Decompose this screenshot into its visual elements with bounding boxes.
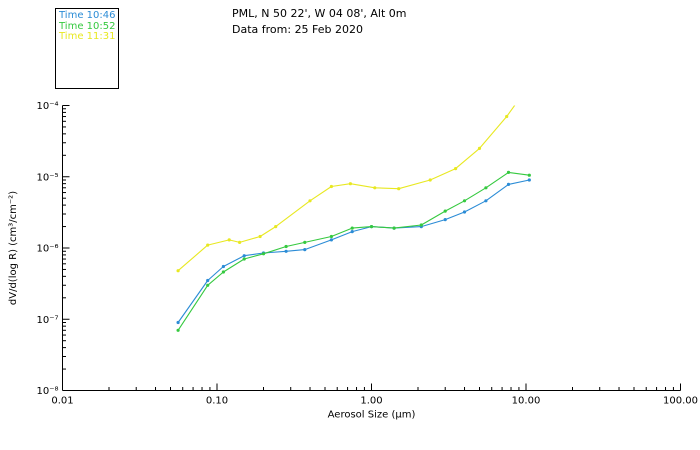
series-marker [329, 238, 333, 242]
series-marker [274, 225, 278, 229]
series-marker [477, 146, 482, 150]
series-marker [221, 264, 225, 269]
series-marker [515, 101, 518, 104]
y-tick-label: 10⁻⁴ [36, 101, 58, 112]
series-marker [350, 226, 354, 230]
x-tick-label: 10.00 [512, 396, 541, 407]
series-marker [329, 234, 333, 239]
series-marker [242, 254, 246, 258]
series-marker [348, 182, 352, 186]
series-marker [506, 170, 511, 174]
series-marker [238, 240, 242, 244]
series-line-1 [177, 171, 530, 331]
legend-entry-time-1131: Time 11:31 [59, 31, 116, 42]
series-marker [329, 184, 333, 189]
chart-header: PML, N 50 22', W 04 08', Alt 0m Data fro… [232, 6, 406, 38]
series-line-0 [177, 179, 530, 323]
y-tick-label: 10⁻⁶ [36, 244, 58, 255]
series-marker [284, 249, 288, 253]
chart-title: PML, N 50 22', W 04 08', Alt 0m [232, 7, 407, 20]
series-marker [392, 226, 396, 230]
series-marker [484, 199, 488, 203]
chart-subtitle: Data from: 25 Feb 2020 [232, 23, 364, 36]
x-axis-title: Aerosol Size (μm) [328, 410, 416, 421]
series-marker [505, 114, 509, 119]
series-marker [373, 186, 377, 190]
series-marker [462, 199, 467, 203]
series-marker [258, 234, 262, 239]
y-tick-label: 10⁻⁸ [36, 386, 58, 397]
series-marker [176, 320, 180, 325]
x-tick-label: 100.00 [663, 396, 698, 407]
legend-box: Time 10:46 Time 10:52 Time 11:31 [55, 8, 119, 89]
series-marker [284, 244, 288, 249]
series-marker [419, 223, 423, 227]
series-marker [350, 230, 354, 234]
y-tick-label: 10⁻⁵ [36, 172, 58, 183]
series-marker [206, 278, 210, 283]
x-tick-label: 0.10 [206, 396, 228, 407]
series-marker [369, 225, 374, 229]
series-marker [484, 186, 488, 190]
series-marker [261, 252, 266, 256]
series-marker [527, 178, 531, 182]
series-line-2 [177, 105, 516, 272]
legend-entry-time-1052: Time 10:52 [59, 20, 116, 32]
series-marker [308, 199, 312, 203]
y-tick-label: 10⁻⁷ [36, 315, 58, 326]
series-marker [443, 209, 447, 213]
y-axis-title: dV/d(log R) (cm³/cm⁻²) [8, 191, 19, 305]
series-marker [527, 173, 531, 177]
series-marker [206, 283, 210, 287]
series-marker [462, 210, 467, 214]
series-marker [206, 243, 210, 247]
series-marker [221, 270, 225, 274]
series-marker [227, 238, 231, 242]
series-marker [454, 167, 458, 171]
series-marker [428, 178, 432, 182]
series-marker [303, 248, 307, 252]
series-marker [397, 187, 401, 191]
x-tick-label: 1.00 [360, 396, 382, 407]
x-tick-label: 0.01 [51, 396, 73, 407]
series-marker [242, 257, 246, 261]
series-marker [303, 240, 307, 244]
series-marker [506, 182, 511, 186]
series-marker [176, 328, 180, 332]
legend-entry-time-1046: Time 10:46 [59, 10, 116, 21]
series-marker [176, 269, 180, 273]
series-marker [443, 218, 447, 222]
